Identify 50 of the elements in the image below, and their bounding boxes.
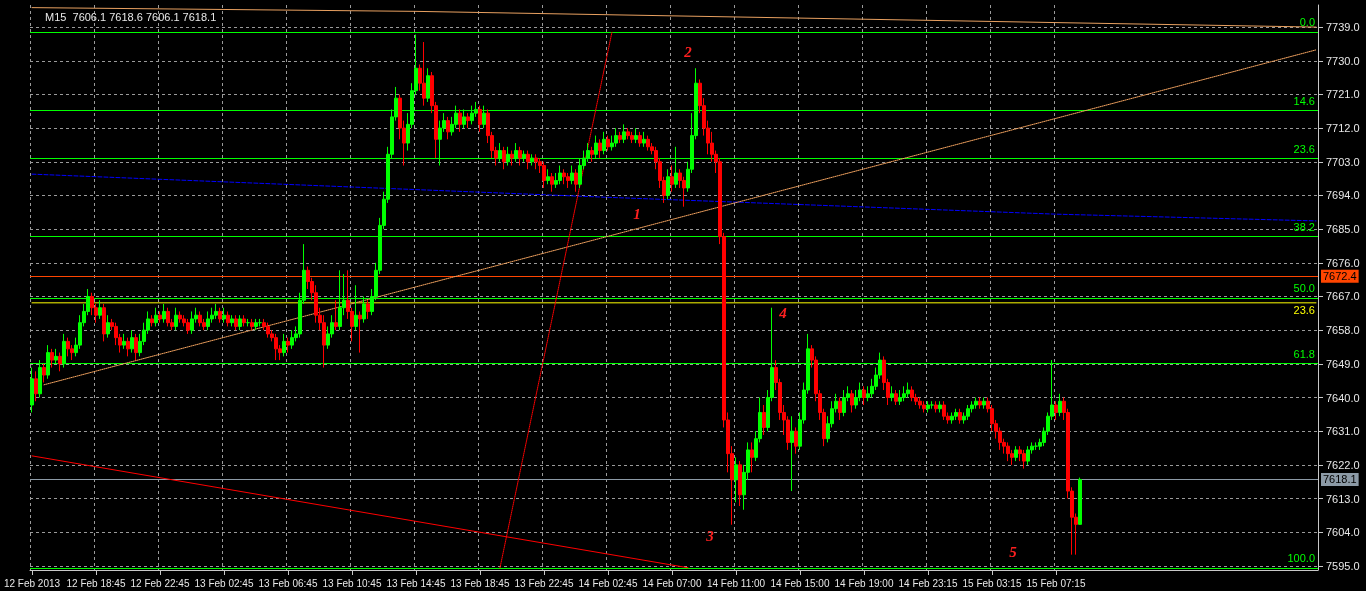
annotation: 100.0 (1287, 552, 1315, 565)
y-tick-label: 7721.0 (1326, 88, 1360, 101)
x-tick-label: 13 Feb 14:45 (386, 577, 446, 589)
annotation: 23.6 (1293, 304, 1315, 317)
x-tick-label: 13 Feb 10:45 (322, 577, 382, 589)
y-tick-label: 7739.0 (1326, 21, 1360, 34)
annotation: 2 (683, 44, 693, 60)
y-tick-label: 7694.0 (1326, 189, 1360, 202)
x-tick-label: 14 Feb 11:00 (706, 577, 766, 589)
annotation: 3 (705, 528, 715, 544)
annotation: 4 (778, 305, 788, 321)
y-tick-label: 7595.0 (1326, 559, 1360, 572)
annotation: 23.6 (1293, 142, 1315, 155)
y-tick-label: 7613.0 (1326, 492, 1360, 505)
x-tick-label: 13 Feb 18:45 (450, 577, 510, 589)
ref-line-label: 7672.4 (1323, 270, 1357, 283)
annotation: 0.0 (1299, 16, 1315, 29)
annotation: 1 (633, 206, 641, 222)
text: M15 7606.1 7618.6 7606.1 7618.1 (45, 10, 217, 23)
annotation: 61.8 (1293, 347, 1315, 360)
x-tick-label: 14 Feb 23:15 (898, 577, 958, 589)
y-tick-label: 7703.0 (1326, 155, 1360, 168)
x-tick-label: 14 Feb 15:00 (770, 577, 830, 589)
annotation: 50.0 (1293, 282, 1315, 295)
x-tick-label: 12 Feb 2013 (3, 577, 61, 589)
x-tick-label: 15 Feb 03:15 (962, 577, 1022, 589)
y-tick-label: 7667.0 (1326, 290, 1360, 303)
y-tick-label: 7685.0 (1326, 223, 1360, 236)
x-tick-label: 14 Feb 07:00 (642, 577, 702, 589)
y-tick-label: 7622.0 (1326, 458, 1360, 471)
x-tick-label: 13 Feb 06:45 (258, 577, 318, 589)
x-tick-label: 13 Feb 02:45 (194, 577, 254, 589)
annotation: 14.6 (1293, 94, 1315, 107)
x-tick-label: 12 Feb 22:45 (130, 577, 190, 589)
y-tick-label: 7712.0 (1326, 122, 1360, 135)
x-tick-label: 12 Feb 18:45 (66, 577, 126, 589)
y-tick-label: 7676.0 (1326, 256, 1360, 269)
y-tick-label: 7604.0 (1326, 526, 1360, 539)
x-tick-label: 15 Feb 07:15 (1026, 577, 1086, 589)
y-tick-label: 7649.0 (1326, 357, 1360, 370)
x-tick-label: 14 Feb 02:45 (578, 577, 638, 589)
x-tick-label: 13 Feb 22:45 (514, 577, 574, 589)
x-tick-label: 14 Feb 19:00 (834, 577, 894, 589)
y-tick-label: 7631.0 (1326, 425, 1360, 438)
y-tick-label: 7640.0 (1326, 391, 1360, 404)
annotation: 38.2 (1293, 221, 1315, 234)
annotation: 5 (1009, 544, 1018, 560)
ref-line-label: 7618.1 (1323, 473, 1357, 486)
y-tick-label: 7658.0 (1326, 324, 1360, 337)
y-tick-label: 7730.0 (1326, 54, 1360, 67)
